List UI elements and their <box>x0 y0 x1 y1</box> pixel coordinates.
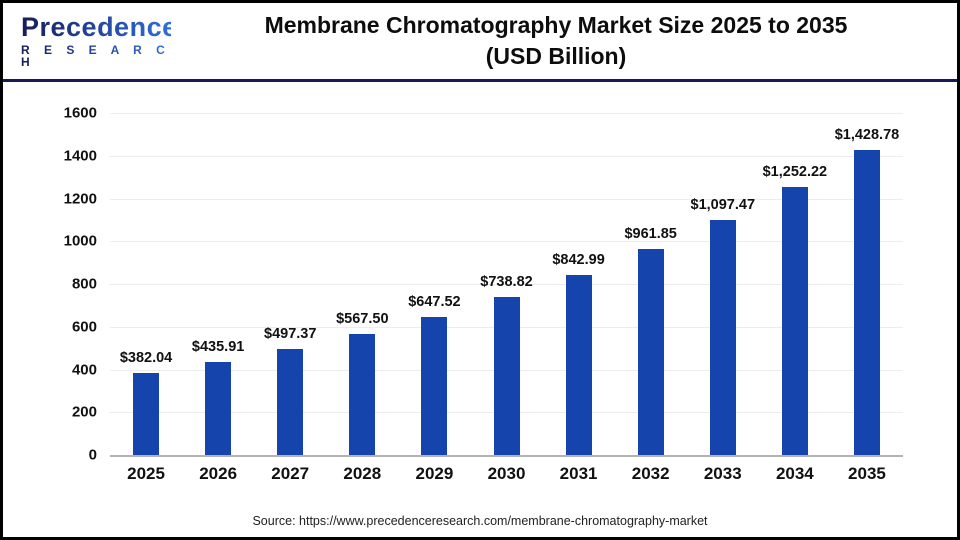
precedence-research-logo: Precedence R E S E A R C H <box>21 12 178 69</box>
x-axis-tick-label: 2025 <box>127 464 165 483</box>
y-axis-tick-label: 0 <box>88 446 97 464</box>
chart-title: Membrane Chromatography Market Size 2025… <box>171 10 941 72</box>
bar-2025 <box>133 373 160 455</box>
bar-value-label: $647.52 <box>408 293 461 310</box>
y-axis-tick-label: 200 <box>71 403 97 421</box>
plot-area: 0 200 400 600 800 1000 1200 1400 1600 $382.04 2025… <box>64 105 903 483</box>
y-axis-tick-label: 400 <box>71 361 97 378</box>
bar-value-label: $1,428.78 <box>834 126 900 143</box>
y-axis-tick-label: 1200 <box>63 190 97 207</box>
bar-2026 <box>205 361 232 455</box>
bar-value-label: $961.85 <box>624 226 677 243</box>
y-axis-tick-label: 1400 <box>63 147 97 165</box>
bar-2032 <box>637 249 664 455</box>
gridline <box>110 241 903 243</box>
gridline <box>110 284 903 285</box>
x-axis-tick-label: 2029 <box>415 464 454 483</box>
x-axis-tick-label: 2028 <box>343 464 382 483</box>
x-axis-tick-label: 2027 <box>271 464 310 483</box>
chart-title-line1: Membrane Chromatography Market Size 2025… <box>264 11 848 38</box>
logo-subtitle: R E S E A R C H <box>21 43 171 69</box>
x-axis-tick-label: 2031 <box>559 464 598 483</box>
y-axis-tick-label: 600 <box>71 318 97 336</box>
gridline <box>110 155 903 157</box>
x-axis-tick-label: 2026 <box>199 464 238 483</box>
x-axis-tick-label: 2035 <box>848 464 886 483</box>
bar-2028 <box>349 333 376 455</box>
bar-2030 <box>493 297 520 455</box>
chart-title-line2: (USD Billion) <box>485 43 627 69</box>
bar-value-label: $567.50 <box>336 310 389 327</box>
header: Precedence R E S E A R C H Membrane Chro… <box>3 3 957 82</box>
bar-2027 <box>277 348 304 455</box>
gridline <box>110 198 903 200</box>
bar-value-label: $382.04 <box>119 350 173 367</box>
bar-2033 <box>709 220 736 455</box>
bar-2034 <box>781 187 808 455</box>
y-axis-tick-label: 1000 <box>63 232 97 250</box>
source-attribution: Source: https://www.precedenceresearch.c… <box>252 514 708 528</box>
x-axis-tick-label: 2033 <box>703 464 742 483</box>
bar-value-label: $842.99 <box>552 251 605 268</box>
bar-2031 <box>565 274 592 455</box>
bar-value-label: $497.37 <box>264 325 317 342</box>
bar-2035 <box>853 149 880 455</box>
y-axis-tick-label: 1600 <box>63 104 97 122</box>
bar-2029 <box>421 316 448 455</box>
bar-value-label: $1,252.22 <box>762 164 828 181</box>
bar-value-label: $738.82 <box>480 274 533 291</box>
x-axis-tick-label: 2030 <box>487 464 526 483</box>
x-axis-tick-label: 2032 <box>631 464 670 483</box>
x-axis-tick-label: 2034 <box>775 464 814 483</box>
logo-wordmark: Precedence <box>21 12 178 42</box>
y-axis-tick-label: 800 <box>71 275 97 293</box>
gridline <box>110 113 903 114</box>
bar-value-label: $1,097.47 <box>690 197 756 214</box>
bar-value-label: $435.91 <box>191 338 245 355</box>
